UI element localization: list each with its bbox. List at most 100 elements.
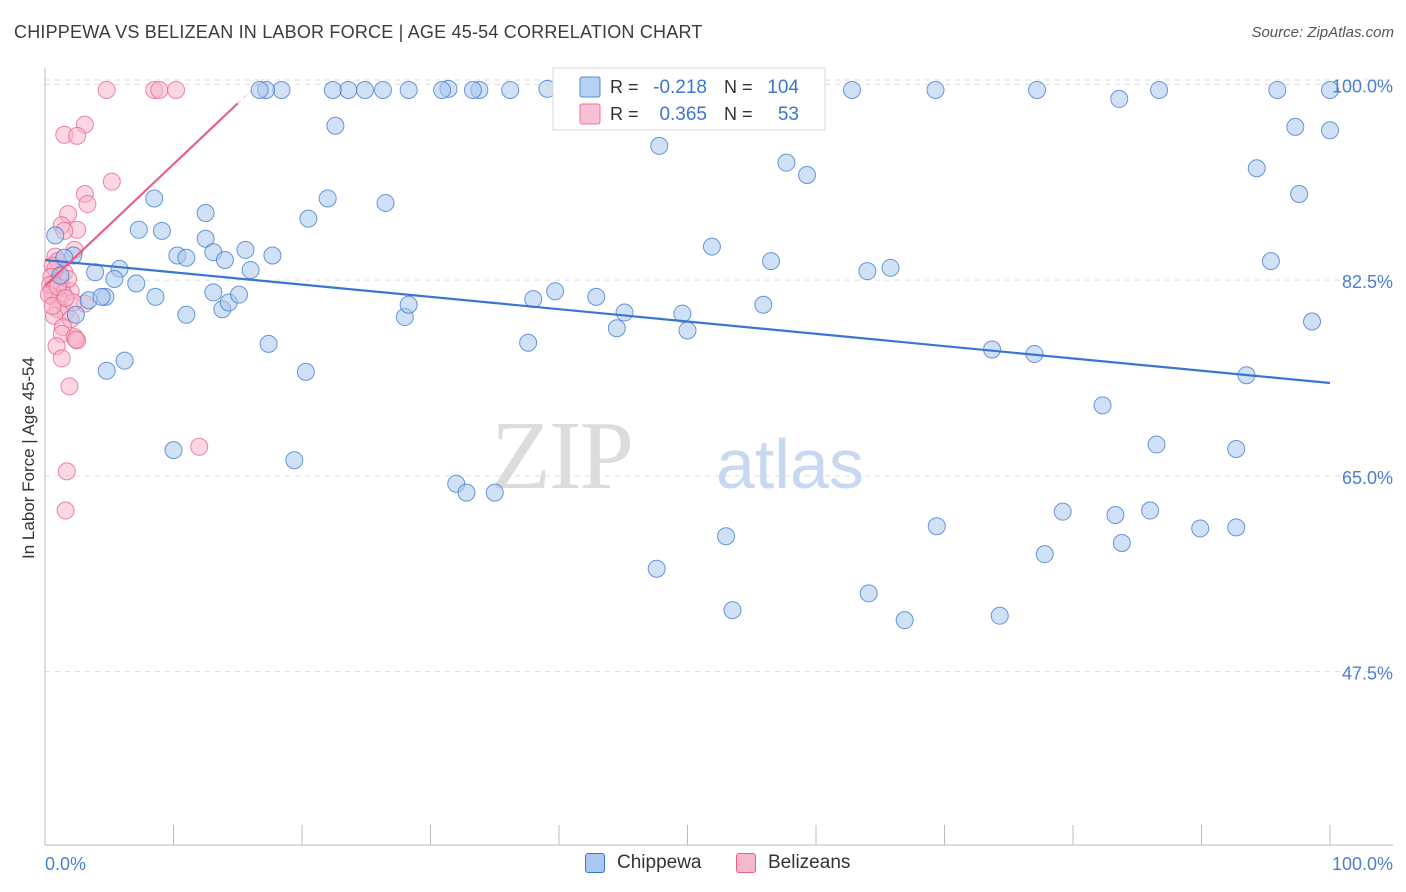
trend-lines bbox=[44, 78, 1331, 385]
chippewa-point bbox=[1227, 518, 1246, 537]
belizeans-point bbox=[52, 349, 71, 368]
chippewa-point bbox=[1150, 80, 1169, 99]
chippewa-point bbox=[215, 250, 234, 269]
legend-n-label-chippewa: N = bbox=[724, 77, 753, 97]
chippewa-point bbox=[927, 517, 946, 536]
chippewa-point bbox=[299, 209, 318, 228]
legend-swatch-chippewa bbox=[579, 76, 601, 98]
chippewa-point bbox=[373, 80, 392, 99]
chippewa-point bbox=[859, 584, 878, 603]
chippewa-point bbox=[196, 204, 215, 223]
legend-swatch-belizeans-bottom bbox=[736, 853, 756, 873]
legend-item-chippewa[interactable]: Chippewa bbox=[585, 852, 702, 874]
chippewa-point bbox=[145, 189, 164, 208]
chippewa-point bbox=[650, 136, 669, 155]
chippewa-point bbox=[263, 246, 282, 265]
chippewa-point bbox=[339, 80, 358, 99]
axes bbox=[44, 68, 1393, 846]
chippewa-point bbox=[1035, 545, 1054, 564]
chippewa-point bbox=[250, 80, 269, 99]
chippewa-trend-line bbox=[44, 258, 1331, 385]
belizeans-point bbox=[167, 80, 186, 99]
chippewa-point bbox=[146, 287, 165, 306]
chippewa-point bbox=[66, 305, 85, 324]
chippewa-point bbox=[615, 303, 634, 322]
chippewa-point bbox=[97, 361, 116, 380]
legend-label-chippewa: Chippewa bbox=[617, 852, 702, 873]
chippewa-point bbox=[1110, 89, 1129, 108]
y-tick-labels: 47.5% 65.0% 82.5% 100.0% bbox=[1332, 76, 1393, 683]
chippewa-point bbox=[127, 274, 146, 293]
legend-swatch-chippewa-bottom bbox=[585, 853, 605, 873]
belizeans-point bbox=[68, 126, 87, 145]
x-tick-label: 0.0% bbox=[45, 854, 86, 874]
chippewa-point bbox=[1247, 159, 1266, 178]
x-tick-label: 100.0% bbox=[1332, 854, 1393, 874]
chippewa-point bbox=[92, 287, 111, 306]
belizeans-trend-line bbox=[44, 102, 239, 287]
watermark-zip: ZIP bbox=[491, 402, 632, 510]
chippewa-point bbox=[990, 606, 1009, 625]
legend-n-label-belizeans: N = bbox=[724, 104, 753, 124]
legend-item-belizeans[interactable]: Belizeans bbox=[736, 852, 850, 874]
chippewa-point bbox=[717, 527, 736, 546]
chippewa-point bbox=[1290, 184, 1309, 203]
chippewa-point bbox=[673, 304, 692, 323]
chippewa-point bbox=[1261, 252, 1280, 271]
chippewa-point bbox=[485, 483, 504, 502]
chippewa-point bbox=[1268, 80, 1287, 99]
chippewa-point bbox=[129, 220, 148, 239]
legend-r-value-chippewa: -0.218 bbox=[653, 77, 707, 98]
chippewa-point bbox=[376, 193, 395, 212]
chippewa-point bbox=[723, 601, 742, 620]
belizeans-point bbox=[190, 437, 209, 456]
y-tick-label: 65.0% bbox=[1342, 468, 1393, 488]
chippewa-point bbox=[777, 153, 796, 172]
chippewa-point bbox=[702, 237, 721, 256]
chippewa-point bbox=[1286, 117, 1305, 136]
belizeans-points bbox=[39, 80, 209, 520]
chippewa-point bbox=[115, 351, 134, 370]
chippewa-point bbox=[318, 189, 337, 208]
chippewa-point bbox=[272, 80, 291, 99]
chippewa-point bbox=[399, 295, 418, 314]
chippewa-point bbox=[762, 252, 781, 271]
grid-lines bbox=[45, 79, 1393, 673]
belizeans-point bbox=[78, 195, 97, 214]
chippewa-point bbox=[323, 80, 342, 99]
chippewa-point bbox=[177, 305, 196, 324]
chippewa-point bbox=[1321, 80, 1339, 99]
chippewa-point bbox=[519, 333, 538, 352]
chippewa-point bbox=[607, 319, 626, 338]
chippewa-point bbox=[1112, 533, 1131, 552]
chippewa-point bbox=[355, 80, 374, 99]
chippewa-point bbox=[754, 295, 773, 314]
belizeans-point bbox=[102, 172, 121, 191]
y-tick-label: 82.5% bbox=[1342, 272, 1393, 292]
chippewa-points bbox=[46, 79, 1339, 630]
chippewa-point bbox=[196, 229, 215, 248]
chippewa-point bbox=[236, 240, 255, 259]
chippewa-point bbox=[1028, 80, 1047, 99]
chippewa-point bbox=[1106, 506, 1125, 525]
chippewa-point bbox=[55, 248, 74, 267]
chippewa-point bbox=[881, 258, 900, 277]
chippewa-point bbox=[177, 248, 196, 267]
chippewa-point bbox=[463, 80, 482, 99]
legend-n-value-belizeans: 53 bbox=[778, 104, 799, 125]
legend-swatch-belizeans bbox=[579, 103, 601, 125]
correlation-legend: R = -0.218 N = 104 R = 0.365 N = 53 bbox=[552, 67, 826, 131]
chippewa-point bbox=[647, 559, 666, 578]
chippewa-point bbox=[501, 80, 520, 99]
chippewa-point bbox=[259, 334, 278, 353]
x-tick-labels: 0.0% 100.0% bbox=[45, 854, 1393, 874]
chippewa-point bbox=[152, 221, 171, 240]
belizeans-trend-extension bbox=[237, 78, 264, 104]
chippewa-point bbox=[241, 261, 260, 280]
chippewa-point bbox=[798, 165, 817, 184]
chippewa-point bbox=[546, 282, 565, 301]
y-tick-label: 100.0% bbox=[1332, 76, 1393, 96]
belizeans-point bbox=[60, 377, 79, 396]
belizeans-point bbox=[57, 462, 76, 481]
